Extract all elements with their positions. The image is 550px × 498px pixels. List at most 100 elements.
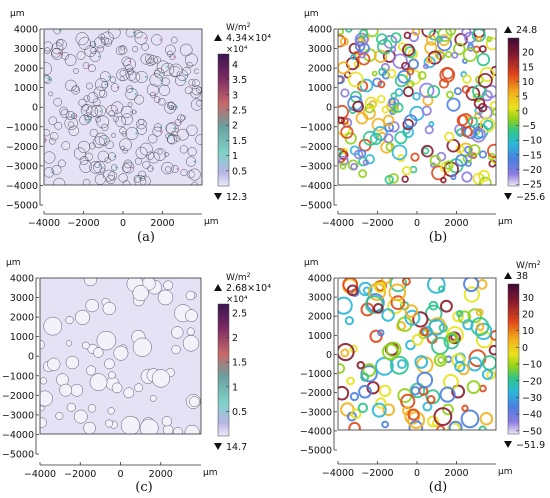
inclusion xyxy=(338,148,343,157)
inclusion xyxy=(422,95,434,107)
inclusion xyxy=(101,81,109,89)
inclusion xyxy=(371,70,378,77)
inclusion xyxy=(375,397,387,409)
inclusion xyxy=(436,425,446,430)
inclusion xyxy=(64,54,77,66)
inclusion xyxy=(486,36,493,42)
inclusion xyxy=(384,175,394,185)
inclusion xyxy=(381,420,389,429)
y-tick-label: 0 xyxy=(28,352,34,363)
x-tick-label: 2000 xyxy=(444,468,468,479)
inclusion xyxy=(422,401,433,412)
inclusion xyxy=(453,42,466,56)
inclusion xyxy=(120,415,141,434)
inclusion xyxy=(74,309,91,325)
inclusion xyxy=(184,53,198,67)
inclusion xyxy=(148,134,158,144)
hotspot xyxy=(76,129,79,132)
inclusion xyxy=(107,407,115,415)
panel-c: 4000 3000 2000 1000 0 −1000 −2000 −3000 −4000 −50… xyxy=(2,258,271,495)
inclusion xyxy=(404,46,417,59)
y-tick-label: −3000 xyxy=(300,407,332,418)
inclusion xyxy=(444,160,454,171)
inclusion xyxy=(132,46,139,53)
inclusion xyxy=(44,151,56,164)
inclusion xyxy=(358,29,369,39)
inclusion xyxy=(65,110,75,121)
inclusion xyxy=(139,142,153,156)
hotspot xyxy=(175,127,178,130)
inclusion xyxy=(102,301,116,316)
inclusion xyxy=(162,424,174,434)
inclusion xyxy=(377,329,385,337)
hotspot xyxy=(128,60,131,63)
hotspot xyxy=(67,144,70,147)
inclusion xyxy=(338,385,350,401)
inclusion xyxy=(171,326,184,339)
inclusion xyxy=(412,29,421,36)
inclusion xyxy=(134,31,148,45)
hotspot xyxy=(58,169,61,171)
y-tick-label: −5000 xyxy=(300,201,332,212)
inclusion xyxy=(44,75,52,84)
inclusion xyxy=(443,333,460,350)
inclusion xyxy=(166,135,176,144)
hotspot xyxy=(159,130,162,133)
inclusion xyxy=(468,144,481,157)
inclusion xyxy=(429,154,442,167)
hotspot xyxy=(159,38,162,41)
inclusion xyxy=(401,278,411,286)
inclusion xyxy=(488,344,496,356)
inclusion xyxy=(172,427,184,434)
inclusion xyxy=(140,53,152,65)
y-tick-label: −3000 xyxy=(6,161,38,172)
colorbar-max-label: 38 xyxy=(516,271,528,282)
inclusion xyxy=(407,48,419,60)
inclusion xyxy=(491,108,496,116)
inclusion xyxy=(77,140,91,154)
inclusion xyxy=(388,173,399,184)
inclusion xyxy=(109,76,117,83)
colorbar-max-label: 24.8 xyxy=(516,25,537,36)
inclusion xyxy=(461,404,469,412)
hotspot xyxy=(185,74,187,77)
colorbar-tick-label: −10 xyxy=(522,136,542,147)
inclusion xyxy=(445,90,454,99)
hotspot xyxy=(58,29,61,32)
inclusion xyxy=(358,384,372,399)
inclusion xyxy=(44,41,53,52)
inclusion xyxy=(451,353,466,368)
inclusion xyxy=(338,75,345,85)
inclusion xyxy=(338,29,345,36)
inclusion xyxy=(60,109,70,119)
colorbar-tick-label: 10 xyxy=(522,326,534,337)
colorbar-tick-label: 0 xyxy=(522,343,528,354)
inclusion xyxy=(195,134,202,145)
inclusion xyxy=(152,126,163,137)
inclusion xyxy=(402,118,414,131)
inclusion xyxy=(450,173,457,181)
x-tick-label: −2000 xyxy=(64,469,96,480)
inclusion xyxy=(89,128,98,138)
inclusion xyxy=(105,419,113,428)
inclusion xyxy=(439,299,453,313)
inclusion xyxy=(171,344,181,355)
colorbar-tick-label: 3.5 xyxy=(232,75,247,86)
inclusion xyxy=(390,32,402,44)
inclusion xyxy=(451,384,466,399)
inclusion xyxy=(84,116,92,123)
y-tick-label: 4000 xyxy=(308,25,332,36)
inclusion xyxy=(158,98,166,106)
inclusion xyxy=(180,114,186,121)
inclusion xyxy=(426,34,438,46)
inclusion xyxy=(475,35,482,42)
colorbar-tick-label: −10 xyxy=(522,360,542,371)
inclusion xyxy=(456,114,469,127)
hotspot xyxy=(172,104,175,106)
inclusion xyxy=(366,381,380,395)
inclusion xyxy=(165,44,176,56)
x-unit-label: μm xyxy=(203,468,218,478)
colorbar-tick-label: 1 xyxy=(232,382,238,393)
inclusion xyxy=(98,134,110,146)
colorbar-max-label: 4.34×10⁴ xyxy=(226,33,271,44)
